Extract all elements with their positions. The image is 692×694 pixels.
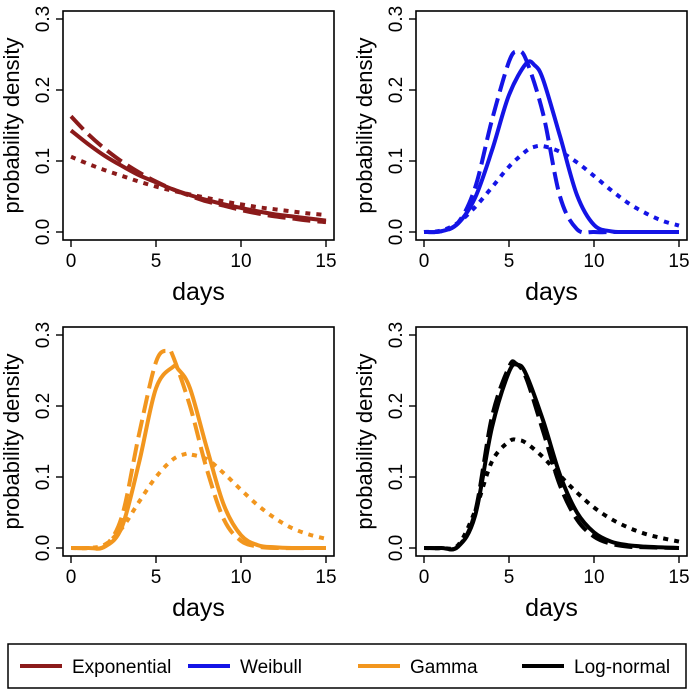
y-tick-label: 0.0 — [33, 219, 54, 245]
x-tick-label: 15 — [315, 251, 336, 272]
x-tick-label: 0 — [419, 251, 430, 272]
x-axis-title: days — [172, 594, 225, 622]
y-axis-title: probability density — [352, 353, 377, 529]
y-tick-label: 0.2 — [33, 393, 54, 419]
y-tick-label: 0.0 — [386, 535, 407, 561]
y-tick-label: 0.1 — [386, 148, 407, 174]
legend-label-gamma: Gamma — [410, 657, 478, 678]
legend-label-log-normal: Log-normal — [574, 657, 670, 678]
x-tick-label: 0 — [419, 567, 430, 588]
x-axis-title: days — [525, 278, 578, 306]
x-axis-title: days — [172, 278, 225, 306]
series-line-dotted — [70, 154, 327, 217]
y-tick-label: 0.1 — [33, 464, 54, 490]
y-tick-label: 0.2 — [33, 77, 54, 103]
x-tick-label: 5 — [504, 567, 515, 588]
x-tick-label: 10 — [230, 567, 251, 588]
y-axis-title: probability density — [0, 353, 24, 529]
x-tick-label: 5 — [151, 251, 162, 272]
y-tick-label: 0.1 — [386, 464, 407, 490]
series-line-dotted — [70, 451, 327, 551]
series-line-solid — [423, 59, 679, 235]
plot-frame — [415, 326, 688, 557]
x-tick-label: 10 — [583, 251, 604, 272]
x-tick-label: 0 — [66, 251, 77, 272]
legend-entry-log-normal: Log-normal — [522, 657, 670, 678]
x-tick-label: 5 — [151, 567, 162, 588]
x-axis-title: days — [525, 594, 578, 622]
series-line-dashed — [423, 49, 679, 235]
x-tick-label: 15 — [315, 567, 336, 588]
legend: Exponential Weibull Gamma Log-normal — [7, 643, 687, 689]
y-tick-label: 0.2 — [386, 77, 407, 103]
panel-bottom-right: 0 5 10 15 days 0.0 0.1 0.2 0.3 probability densit… — [352, 322, 690, 622]
y-tick-label: 0.2 — [386, 393, 407, 419]
x-tick-label: 10 — [230, 251, 251, 272]
panels-group: 0 5 10 15 days 0.0 0.1 0.2 0.3 probability densit… — [0, 6, 690, 622]
x-tick-label: 15 — [668, 251, 689, 272]
series-line-solid — [70, 363, 327, 551]
series-line-dashed — [69, 114, 327, 225]
panel-bottom-left: 0 5 10 15 days 0.0 0.1 0.2 0.3 probability densit… — [0, 322, 337, 622]
plot-frame — [62, 326, 335, 557]
legend-label-exponential: Exponential — [72, 657, 171, 678]
y-tick-label: 0.3 — [33, 322, 54, 348]
legend-box — [7, 643, 687, 689]
legend-entry-weibull: Weibull — [188, 657, 302, 678]
y-tick-label: 0.3 — [386, 322, 407, 348]
y-tick-label: 0.0 — [386, 219, 407, 245]
y-axis-title: probability density — [0, 37, 24, 213]
panel-top-right: 0 5 10 15 days 0.0 0.1 0.2 0.3 probability densit… — [352, 6, 690, 306]
series-line-dashed — [423, 359, 680, 552]
x-tick-label: 15 — [668, 567, 689, 588]
x-tick-label: 10 — [583, 567, 604, 588]
series-line-dotted — [423, 437, 680, 551]
y-tick-label: 0.3 — [33, 6, 54, 32]
panel-top-left: 0 5 10 15 days 0.0 0.1 0.2 0.3 probability densit… — [0, 6, 337, 306]
legend-entry-exponential: Exponential — [20, 657, 171, 678]
y-tick-label: 0.3 — [386, 6, 407, 32]
x-tick-label: 5 — [504, 251, 515, 272]
legend-entry-gamma: Gamma — [358, 657, 478, 678]
y-tick-label: 0.0 — [33, 535, 54, 561]
legend-label-weibull: Weibull — [240, 657, 302, 678]
x-tick-label: 0 — [66, 567, 77, 588]
plot-frame — [415, 10, 688, 241]
y-axis-title: probability density — [352, 37, 377, 213]
series-line-dashed — [70, 347, 327, 551]
series-line-solid — [69, 128, 327, 223]
plot-frame — [62, 10, 335, 241]
y-tick-label: 0.1 — [33, 148, 54, 174]
